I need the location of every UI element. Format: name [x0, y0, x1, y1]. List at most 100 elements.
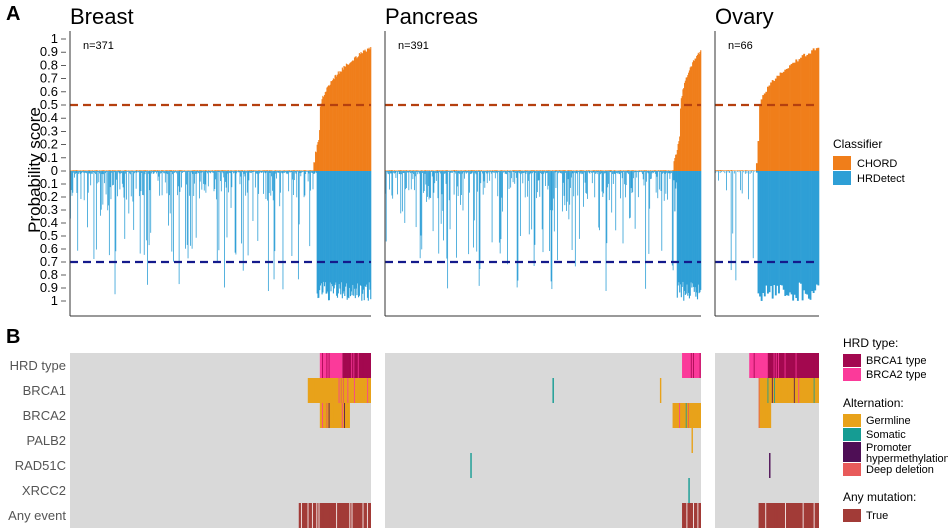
- chord-bar: [692, 62, 694, 171]
- chord-bar: [511, 170, 513, 171]
- chord-bar: [174, 170, 176, 171]
- hrdetect-bar: [494, 171, 495, 173]
- chord-bar: [760, 99, 763, 171]
- chord-bar: [454, 170, 456, 171]
- hrdetect-bar: [626, 171, 628, 173]
- hrdetect-bar: [480, 171, 482, 184]
- chord-bar: [71, 170, 73, 171]
- heatmap-stripe: [793, 353, 795, 378]
- chord-bar: [102, 170, 104, 171]
- chord-bar: [800, 57, 802, 172]
- hrdetect-bar: [401, 171, 403, 212]
- hrdetect-bar: [169, 171, 171, 214]
- chord-bar: [421, 170, 423, 171]
- heatmap-facet-ovary: [715, 353, 819, 528]
- chord-bar: [170, 170, 172, 171]
- hrdetect-bar: [562, 171, 564, 183]
- hrdetect-bar: [435, 171, 436, 174]
- hrdetect-bar: [126, 171, 128, 172]
- hrdetect-bar: [147, 171, 148, 285]
- chord-bar: [741, 170, 744, 171]
- heatmap-cell: [769, 453, 771, 478]
- chord-bar: [729, 170, 731, 171]
- chord-bar: [691, 66, 693, 171]
- hrdetect-bar: [488, 171, 490, 172]
- chord-bar: [453, 170, 455, 171]
- chord-bar: [84, 170, 86, 171]
- hrdetect-bar: [325, 171, 327, 294]
- chord-bar: [171, 170, 173, 171]
- hrdetect-bar: [293, 171, 295, 181]
- chord-bar: [99, 170, 101, 171]
- hrdetect-bar: [137, 171, 139, 172]
- chord-bar: [332, 78, 334, 171]
- heatmap-stripe: [328, 403, 330, 428]
- hrdetect-bar: [178, 171, 180, 285]
- chord-bar: [131, 170, 133, 171]
- chord-bar: [266, 170, 268, 171]
- chord-bar: [420, 170, 422, 171]
- heatmap-stripe: [774, 378, 775, 403]
- hrdetect-bar: [760, 171, 763, 301]
- hrdetect-bar: [537, 171, 539, 181]
- row-label: PALB2: [26, 433, 66, 448]
- hrdetect-bar: [422, 171, 423, 173]
- hrdetect-bar: [224, 171, 226, 182]
- hrdetect-bar: [719, 171, 721, 174]
- hrdetect-bar: [113, 171, 114, 185]
- chord-bar: [268, 170, 270, 171]
- hrdetect-bar: [76, 171, 78, 193]
- hrdetect-bar: [462, 171, 464, 211]
- hrdetect-bar: [248, 171, 250, 181]
- chord-bar: [405, 170, 407, 171]
- hrdetect-bar: [410, 171, 411, 174]
- chord-bar: [255, 170, 257, 171]
- chord-bar: [178, 170, 180, 171]
- heatmap-cell: [758, 403, 772, 428]
- heatmap-stripe: [800, 378, 802, 403]
- chord-bar: [194, 170, 196, 171]
- chord-bar: [264, 170, 266, 171]
- chord-bar: [339, 71, 341, 171]
- hrdetect-bar: [145, 171, 147, 172]
- legend-label-germline: Germline: [866, 415, 911, 427]
- hrdetect-bar: [796, 171, 799, 301]
- chord-bar: [143, 170, 145, 171]
- chord-bar: [613, 170, 615, 171]
- chord-bar: [770, 82, 773, 171]
- hrdetect-bar: [754, 171, 756, 172]
- facet-pancreas: n=391: [384, 31, 702, 317]
- chord-bar: [540, 170, 541, 171]
- hrdetect-bar: [318, 171, 320, 298]
- hrdetect-bar: [502, 171, 504, 173]
- hrdetect-bar: [259, 171, 260, 174]
- chord-bar: [740, 170, 742, 171]
- hrdetect-bar: [575, 171, 577, 174]
- hrdetect-bar: [483, 171, 485, 182]
- chord-bar: [620, 170, 621, 171]
- hrdetect-bar: [627, 171, 629, 174]
- chord-bar: [481, 170, 482, 171]
- hrdetect-bar: [366, 171, 369, 298]
- hrdetect-bar: [186, 171, 188, 245]
- chord-bar: [393, 170, 395, 171]
- hrdetect-bar: [501, 171, 503, 198]
- chord-bar: [293, 170, 294, 171]
- chord-bar: [437, 170, 439, 171]
- chord-bar: [759, 104, 761, 171]
- hrdetect-bar: [181, 171, 183, 173]
- chord-bar: [318, 140, 320, 171]
- chord-bar: [190, 170, 191, 171]
- chord-bar: [294, 170, 296, 171]
- hrdetect-bar: [587, 171, 589, 172]
- chord-bar: [795, 59, 798, 171]
- chord-bar: [191, 170, 193, 171]
- heatmap-stripe: [758, 403, 760, 428]
- hrdetect-bar: [211, 171, 213, 173]
- hrdetect-bar: [237, 171, 238, 172]
- hrdetect-bar: [350, 171, 352, 292]
- chord-bar: [439, 170, 441, 171]
- hrdetect-bar: [184, 171, 186, 172]
- chord-bar: [536, 170, 538, 171]
- hrdetect-bar: [688, 171, 690, 299]
